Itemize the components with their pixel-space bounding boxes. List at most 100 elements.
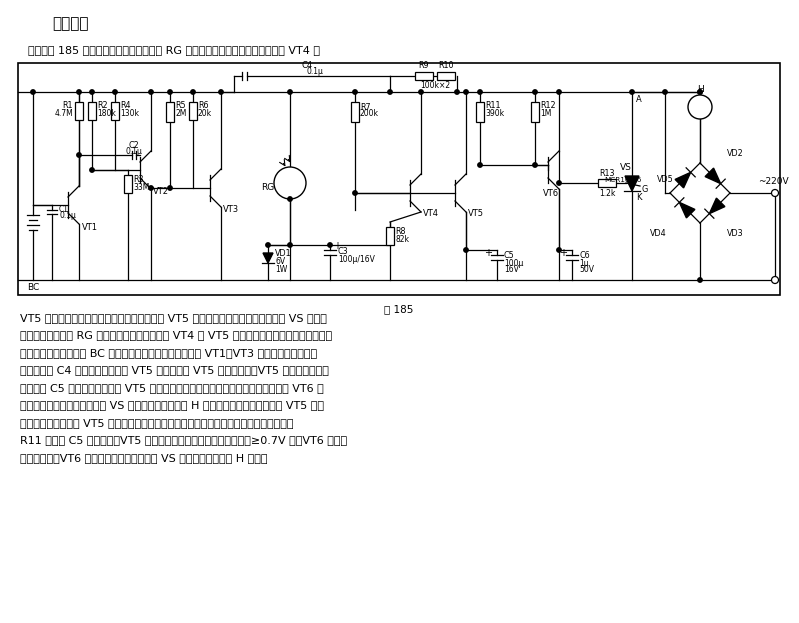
Circle shape [77,153,81,157]
Text: +: + [333,241,341,251]
Text: VT5: VT5 [468,209,484,217]
Text: VT5 组成的复合三极管的发射结处反偏置，故 VT5 的集电极呈低电位，单向晶闸管 VS 截止。: VT5 组成的复合三极管的发射结处反偏置，故 VT5 的集电极呈低电位，单向晶闸… [20,313,327,323]
Text: R7: R7 [360,103,371,112]
Text: VT1: VT1 [82,222,98,232]
Circle shape [533,163,537,167]
Circle shape [419,90,423,94]
Text: 1M: 1M [540,110,551,118]
Bar [18,63,780,295]
Circle shape [663,90,667,94]
Circle shape [557,248,561,252]
Text: C1: C1 [59,206,69,214]
Circle shape [455,90,459,94]
Text: R9: R9 [419,62,429,70]
Polygon shape [625,176,639,191]
Text: 0.1μ: 0.1μ [125,148,142,156]
Circle shape [77,90,81,94]
Circle shape [89,90,94,94]
Bar [598,179,616,187]
Circle shape [89,168,94,172]
Polygon shape [679,202,695,218]
Circle shape [698,278,702,282]
Circle shape [533,90,537,94]
Text: R3: R3 [133,176,144,184]
Text: C2: C2 [129,141,139,151]
Text: 利用压电效应使陶瓷片 BC 将声波转变为电信号，经三极管 VT1～VT3 三级高增益放大后，: 利用压电效应使陶瓷片 BC 将声波转变为电信号，经三极管 VT1～VT3 三级高… [20,348,317,358]
Polygon shape [710,198,725,214]
Circle shape [353,191,357,195]
Text: K: K [636,194,642,202]
Text: 电路如图 185 所示。白天，由于光敏电阻 RG 受到光的照射，阻值变小，使得由 VT4 和: 电路如图 185 所示。白天，由于光敏电阻 RG 受到光的照射，阻值变小，使得由… [28,45,320,55]
Text: R5: R5 [175,102,185,110]
Text: VT2: VT2 [153,188,169,196]
Circle shape [353,90,357,94]
Text: R2: R2 [97,102,108,110]
Circle shape [149,186,153,190]
Text: 100μ: 100μ [504,259,523,267]
Text: 50V: 50V [579,265,594,275]
Text: 200k: 200k [360,110,379,118]
Text: 100k×2: 100k×2 [420,82,450,90]
Text: VT4: VT4 [423,209,439,217]
Text: 低，电容 C5 将充足的电荷通过 VT5 的集电极与发射极之间的低阻而迅速的放掉，则 VT6 的: 低，电容 C5 将充足的电荷通过 VT5 的集电极与发射极之间的低阻而迅速的放掉… [20,383,324,393]
Text: BC: BC [27,283,39,293]
Circle shape [463,90,468,94]
Text: 1μ: 1μ [579,259,589,267]
Text: ~220V: ~220V [757,176,789,186]
Circle shape [772,277,778,283]
Circle shape [688,95,712,119]
Circle shape [698,90,702,94]
Text: VD2: VD2 [726,148,743,158]
Text: R6: R6 [198,102,209,110]
Polygon shape [263,253,273,263]
Text: 极失去信号电压，则 VT5 将由饱和变为放大状态，故直流电源电压通过延时电路中的电阻: 极失去信号电压，则 VT5 将由饱和变为放大状态，故直流电源电压通过延时电路中的… [20,418,293,428]
Text: VD1: VD1 [275,249,292,259]
Text: VD3: VD3 [726,229,743,237]
Text: 2M: 2M [175,110,186,118]
Circle shape [219,90,223,94]
Circle shape [113,90,117,94]
Bar [124,175,132,193]
Text: C4: C4 [301,62,312,70]
Circle shape [168,90,173,94]
Text: 0.1μ: 0.1μ [307,67,324,77]
Bar [531,102,539,122]
Circle shape [288,197,292,201]
Text: VT3: VT3 [223,206,239,214]
Circle shape [630,90,634,94]
Text: 1W: 1W [275,265,288,273]
Text: 由耦合电容 C4 将信号送入三极管 VT5 的基极，使 VT5 呈饱和状态，VT5 的集电极电位变: 由耦合电容 C4 将信号送入三极管 VT5 的基极，使 VT5 呈饱和状态，VT… [20,366,329,376]
Text: R1: R1 [62,102,73,110]
Bar [476,102,484,122]
Circle shape [557,181,561,185]
Circle shape [772,189,778,196]
Text: 16V: 16V [504,265,519,275]
Polygon shape [705,168,721,184]
Bar [189,102,197,120]
Bar [88,102,96,120]
Text: R12: R12 [540,102,555,110]
Text: VT6: VT6 [543,189,559,199]
Bar [415,72,433,80]
Text: C5: C5 [504,252,515,260]
Text: 33M: 33M [133,183,149,191]
Bar [386,227,394,245]
Circle shape [557,90,561,94]
Text: R13: R13 [599,168,614,178]
Text: C3: C3 [338,247,348,257]
Text: 工作原理: 工作原理 [52,16,89,31]
Bar [437,72,455,80]
Text: 100μ/16V: 100μ/16V [338,255,375,265]
Text: 1.2k: 1.2k [598,189,615,199]
Text: 0.1μ: 0.1μ [59,211,76,221]
Text: A: A [636,95,642,105]
Bar [351,102,359,122]
Text: 4.7M: 4.7M [54,108,73,118]
Text: 82k: 82k [395,234,409,244]
Bar [166,102,174,122]
Text: H: H [697,85,703,95]
Text: 集电极电位升高，单向晶闸管 VS 受控而导通，照明灯 H 点亮。当声音消失后，由于 VT5 的基: 集电极电位升高，单向晶闸管 VS 受控而导通，照明灯 H 点亮。当声音消失后，由… [20,401,324,411]
Bar [75,102,83,120]
Circle shape [698,90,702,94]
Circle shape [478,90,483,94]
